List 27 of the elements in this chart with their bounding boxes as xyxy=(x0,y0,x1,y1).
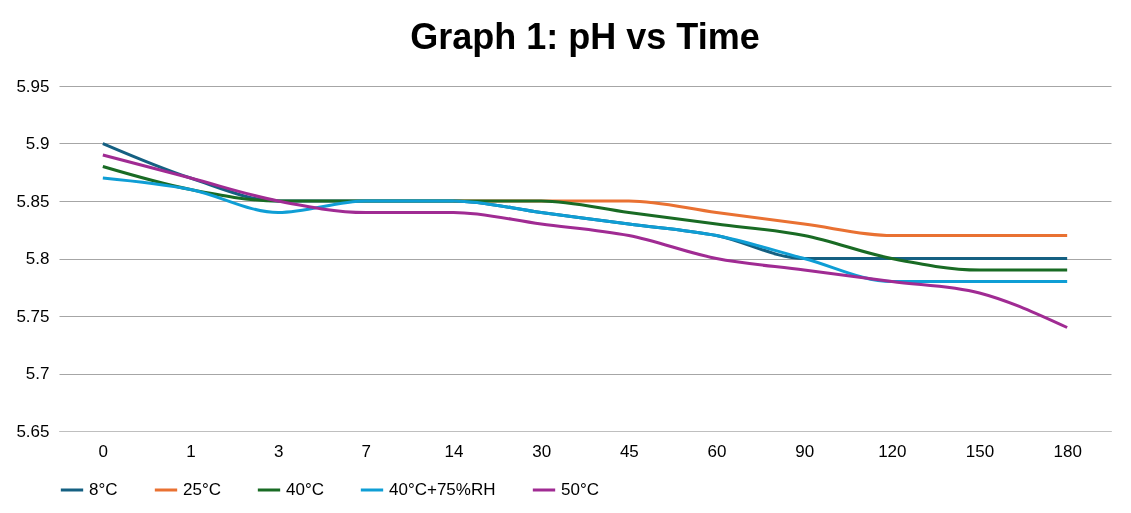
x-tick-label: 150 xyxy=(965,441,995,461)
y-tick-label: 5.75 xyxy=(16,306,50,326)
y-tick-label: 5.8 xyxy=(25,249,50,268)
legend-label: 40°C xyxy=(286,480,324,499)
x-tick-label: 45 xyxy=(619,441,639,461)
x-tick-label: 1 xyxy=(186,441,196,461)
x-tick-label: 3 xyxy=(273,441,284,461)
x-tick-label: 120 xyxy=(878,441,907,461)
x-tick-label: 30 xyxy=(532,441,552,461)
y-tick-label: 5.7 xyxy=(25,364,50,383)
legend-label: 25°C xyxy=(183,480,221,499)
line-series xyxy=(101,176,1069,283)
x-tick-label: 60 xyxy=(707,441,727,461)
x-tick-label: 7 xyxy=(361,441,372,461)
chart-title: Graph 1: pH vs Time xyxy=(410,16,760,57)
y-tick-label: 5.65 xyxy=(16,421,50,441)
x-tick-label: 14 xyxy=(444,441,464,461)
x-tick-label: 180 xyxy=(1053,441,1082,461)
legend-label: 40°C+75%RH xyxy=(389,480,496,499)
legend-label: 8°C xyxy=(89,480,118,499)
y-tick-label: 5.9 xyxy=(25,134,50,153)
legend-label: 50°C xyxy=(561,480,599,499)
y-tick-label: 5.85 xyxy=(16,191,50,211)
line-series xyxy=(101,153,1069,329)
x-tick-label: 90 xyxy=(795,441,815,461)
y-tick-label: 5.95 xyxy=(16,76,50,96)
x-tick-label: 0 xyxy=(98,441,109,461)
